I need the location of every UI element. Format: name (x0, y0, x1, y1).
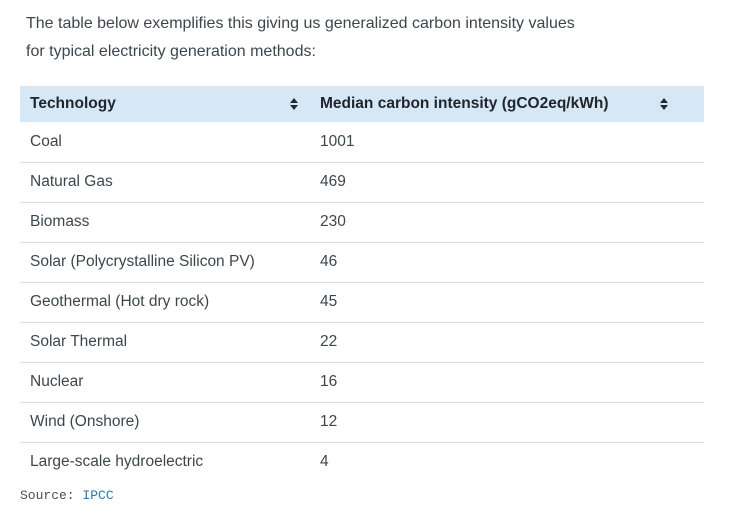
table-row: Solar Thermal 22 (20, 322, 704, 363)
sort-arrow-up-icon (290, 98, 298, 103)
intro-line-2: for typical electricity generation metho… (26, 43, 316, 60)
technology-cell: Large-scale hydroelectric (20, 442, 310, 482)
technology-cell: Biomass (20, 202, 310, 243)
table-row: Large-scale hydroelectric 4 (20, 442, 704, 482)
table-row: Natural Gas 469 (20, 162, 704, 203)
sort-arrow-down-icon (290, 105, 298, 110)
table-row: Coal 1001 (20, 122, 704, 163)
technology-cell: Nuclear (20, 362, 310, 403)
table-row: Solar (Polycrystalline Silicon PV) 46 (20, 242, 704, 283)
intro-paragraph: The table below exemplifies this giving … (26, 10, 736, 66)
sort-icon[interactable] (290, 98, 298, 110)
sort-icon[interactable] (660, 98, 668, 110)
carbon-intensity-cell: 12 (310, 402, 704, 443)
table-row: Biomass 230 (20, 202, 704, 243)
column-header-technology[interactable]: Technology (20, 86, 310, 122)
table-header: Technology Median carbon intensity (gCO2… (20, 86, 704, 122)
carbon-intensity-cell: 46 (310, 242, 704, 283)
table-row: Nuclear 16 (20, 362, 704, 403)
sort-arrow-down-icon (660, 105, 668, 110)
column-header-technology-label: Technology (30, 95, 116, 112)
carbon-intensity-cell: 230 (310, 202, 704, 243)
source-link[interactable]: IPCC (82, 488, 114, 503)
table-row: Wind (Onshore) 12 (20, 402, 704, 443)
source-label: Source: (20, 488, 75, 503)
technology-cell: Solar Thermal (20, 322, 310, 363)
technology-cell: Solar (Polycrystalline Silicon PV) (20, 242, 310, 283)
table-body: Coal 1001 Natural Gas 469 Biomass 230 Solar (P… (20, 122, 704, 482)
technology-cell: Coal (20, 122, 310, 163)
source-line: Source: IPCC (20, 488, 736, 503)
column-header-carbon-intensity[interactable]: Median carbon intensity (gCO2eq/kWh) (310, 86, 704, 122)
technology-cell: Wind (Onshore) (20, 402, 310, 443)
column-header-carbon-intensity-label: Median carbon intensity (gCO2eq/kWh) (320, 95, 609, 112)
carbon-intensity-cell: 4 (310, 442, 704, 482)
sort-arrow-up-icon (660, 98, 668, 103)
carbon-intensity-cell: 469 (310, 162, 704, 203)
header-row: Technology Median carbon intensity (gCO2… (20, 86, 704, 122)
carbon-intensity-cell: 22 (310, 322, 704, 363)
technology-cell: Geothermal (Hot dry rock) (20, 282, 310, 323)
carbon-intensity-cell: 45 (310, 282, 704, 323)
carbon-intensity-table: Technology Median carbon intensity (gCO2… (20, 86, 704, 482)
table-row: Geothermal (Hot dry rock) 45 (20, 282, 704, 323)
technology-cell: Natural Gas (20, 162, 310, 203)
intro-line-1: The table below exemplifies this giving … (26, 15, 575, 32)
carbon-intensity-cell: 1001 (310, 122, 704, 163)
carbon-intensity-cell: 16 (310, 362, 704, 403)
